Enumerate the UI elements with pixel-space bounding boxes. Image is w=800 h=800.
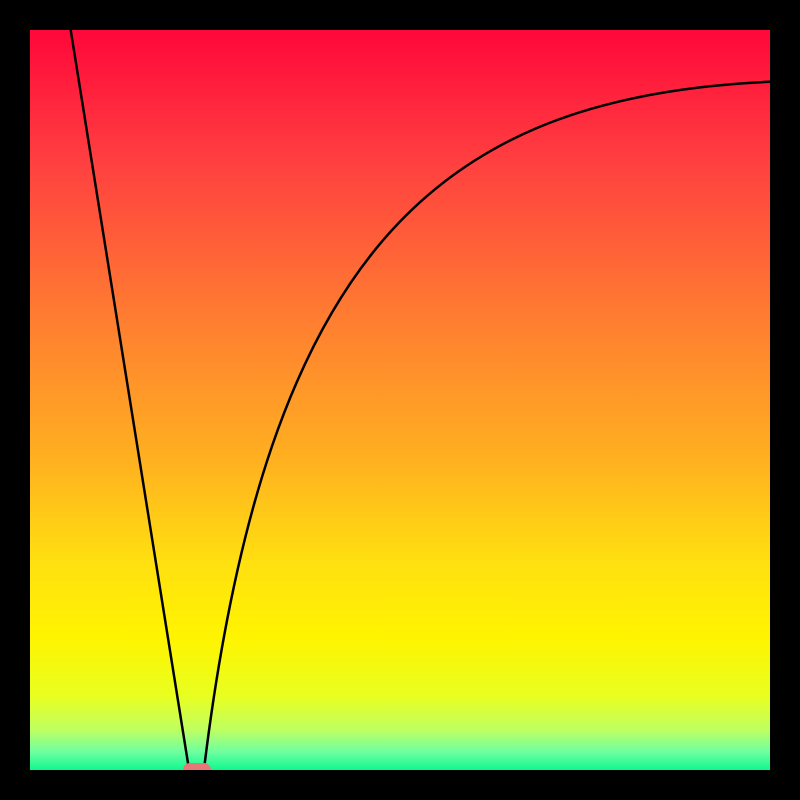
watermark-text: TheBottleneck.com xyxy=(585,4,788,30)
plot-area xyxy=(30,30,770,770)
bottleneck-chart: TheBottleneck.com xyxy=(0,0,800,800)
minimum-marker xyxy=(183,763,211,777)
curve-svg xyxy=(30,30,770,770)
bottleneck-curve-path xyxy=(71,30,770,770)
